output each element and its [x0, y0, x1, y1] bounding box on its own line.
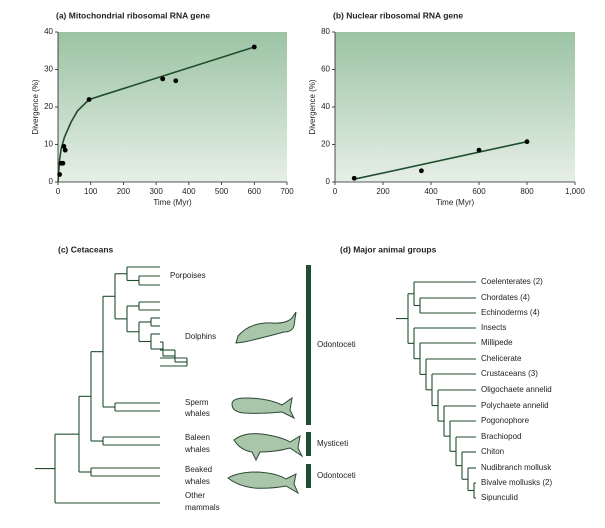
y-tick-label: 20 [321, 140, 330, 149]
data-point [524, 139, 530, 145]
group-label: whales [184, 409, 210, 418]
x-tick-label: 1,000 [565, 187, 586, 196]
group-label: Other [185, 491, 205, 500]
y-tick-label: 0 [49, 177, 54, 186]
x-tick-label: 600 [472, 187, 486, 196]
x-tick-label: 100 [84, 187, 98, 196]
fit-curve [354, 140, 528, 180]
chart-title: (a) Mitochondrial ribosomal RNA gene [56, 10, 210, 20]
x-tick-label: 700 [280, 187, 294, 196]
data-point [57, 172, 63, 177]
y-axis-label: Divergence (%) [308, 79, 317, 134]
y-tick-label: 30 [44, 65, 53, 74]
leaf-label: Brachiopod [481, 432, 521, 441]
x-tick-label: 400 [424, 187, 438, 196]
leaf-label: Chordates (4) [481, 293, 530, 302]
data-point [60, 160, 66, 166]
leaf-label: Crustaceans (3) [481, 369, 538, 378]
dolphin-icon [235, 311, 297, 344]
x-tick-label: 300 [149, 187, 163, 196]
chart-title: (b) Nuclear ribosomal RNA gene [333, 10, 463, 20]
y-tick-label: 40 [44, 27, 53, 36]
y-tick-label: 10 [44, 140, 53, 149]
data-point [62, 147, 68, 153]
beaked-whale-icon [227, 471, 300, 495]
x-tick-label: 200 [376, 187, 390, 196]
x-tick-label: 500 [215, 187, 229, 196]
baleen-whale-icon [233, 433, 304, 462]
panel-title: (d) Major animal groups [340, 244, 437, 254]
x-tick-label: 0 [333, 187, 338, 196]
data-point [251, 44, 257, 50]
x-tick-label: 400 [182, 187, 196, 196]
leaf-label: Insects [481, 323, 506, 332]
group-label: Sperm [185, 398, 209, 407]
group-label: whales [184, 477, 210, 486]
plot-background [58, 32, 287, 182]
leaf-label: Chiton [481, 447, 504, 456]
y-tick-label: 40 [321, 102, 330, 111]
plot-background [335, 32, 575, 182]
y-tick-label: 0 [326, 177, 331, 186]
leaf-label: Polychaete annelid [481, 401, 549, 410]
group-label: whales [184, 445, 210, 454]
group-label: Beaked [185, 465, 212, 474]
y-tick-label: 80 [321, 27, 330, 36]
data-point [351, 175, 357, 181]
panel-title: (c) Cetaceans [58, 244, 114, 254]
leaf-label: Nudibranch mollusk [481, 463, 552, 472]
data-point [61, 143, 67, 149]
group-label: Baleen [185, 433, 210, 442]
leaf-label: Chelicerate [481, 354, 522, 363]
x-tick-label: 200 [117, 187, 131, 196]
y-tick-label: 60 [321, 65, 330, 74]
suborder-bar [306, 432, 311, 456]
group-label: mammals [185, 503, 220, 512]
data-point [86, 97, 92, 102]
leaf-label: Sipunculid [481, 493, 518, 502]
fit-curve [57, 46, 255, 183]
leaf-label: Millipede [481, 338, 513, 347]
suborder-label: Odontoceti [317, 471, 356, 480]
x-axis-label: Time (Myr) [153, 198, 192, 207]
leaf-label: Coelenterates (2) [481, 277, 543, 286]
x-tick-label: 600 [248, 187, 262, 196]
data-point [173, 78, 179, 84]
group-label: Porpoises [170, 271, 206, 280]
sperm-whale-icon [231, 396, 296, 420]
group-label: Dolphins [185, 332, 216, 341]
data-point [476, 147, 482, 153]
data-point [160, 76, 166, 82]
suborder-bar [306, 265, 311, 425]
suborder-label: Mysticeti [317, 439, 348, 448]
leaf-label: Pogonophore [481, 416, 530, 425]
x-tick-label: 800 [520, 187, 534, 196]
suborder-bar [306, 464, 311, 488]
data-point [419, 168, 424, 174]
leaf-label: Echinoderms (4) [481, 308, 540, 317]
leaf-label: Oligochaete annelid [481, 385, 552, 394]
y-tick-label: 20 [44, 102, 53, 111]
suborder-label: Odontoceti [317, 340, 356, 349]
leaf-label: Bivalve mollusks (2) [481, 478, 552, 487]
x-axis-label: Time (Myr) [436, 198, 475, 207]
x-tick-label: 0 [56, 187, 61, 196]
y-axis-label: Divergence (%) [31, 79, 40, 134]
